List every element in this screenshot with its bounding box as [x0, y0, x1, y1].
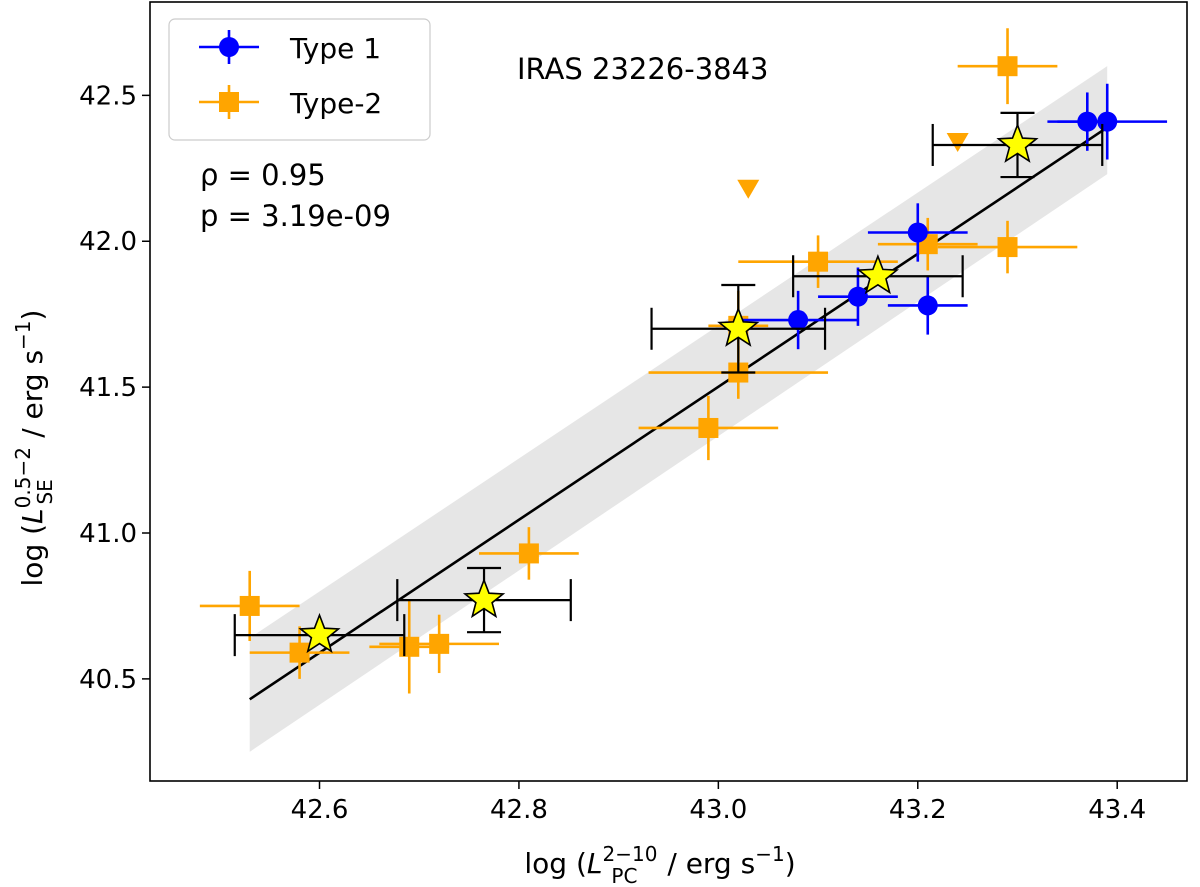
circle-point [738, 290, 858, 350]
square-marker [997, 237, 1018, 258]
upper-limit-triangle-point [737, 179, 760, 199]
p-value-annotation: p = 3.19e-09 [200, 199, 391, 233]
axis-label-part: log ( [16, 524, 49, 587]
axis-label-part: log ( [524, 847, 587, 880]
circle-marker [788, 310, 809, 331]
x-tick-label: 42.6 [291, 795, 349, 825]
y-axis-label: log (L0.5−2SE / erg s−1) [11, 310, 57, 587]
y-tick-label: 42.5 [79, 81, 137, 111]
square-marker [429, 633, 450, 654]
star-marker [996, 122, 1039, 163]
square-point [957, 28, 1058, 105]
axis-label-part: SE [33, 479, 57, 504]
binned-star-point [792, 254, 964, 298]
legend-square-marker [219, 92, 239, 112]
binned-star-point [650, 283, 827, 374]
axis-label-part: PC [611, 864, 637, 887]
y-tick-label: 41.5 [79, 373, 137, 403]
square-marker [289, 642, 310, 663]
square-point [638, 395, 779, 461]
legend-label-type2: Type-2 [289, 87, 382, 120]
star-marker [717, 306, 760, 347]
binned-star-point [233, 612, 406, 657]
axis-label-part: L [587, 847, 603, 880]
legend-circle-marker [219, 37, 239, 57]
axis-label-part: 2−10 [602, 842, 657, 866]
legend-label-type1: Type 1 [289, 32, 381, 65]
legend-markers [199, 30, 259, 119]
legend: Type 1 Type-2 [168, 18, 431, 141]
confidence-band-layer [249, 66, 1108, 752]
axis-label-part: −1 [755, 842, 784, 866]
upper-limit-triangle-point [946, 133, 969, 153]
circle-marker [917, 295, 938, 316]
x-tick-label: 43.4 [1088, 795, 1146, 825]
object-name-annotation: IRAS 23226-3843 [517, 52, 769, 86]
star-marker [298, 612, 341, 654]
circle-point [867, 203, 968, 262]
axis-label-part: ) [16, 310, 49, 321]
axis-ticks-layer: 42.6 42.8 43.0 43.2 43.4 40.5 41.0 41.5 42.0 42.5 [79, 81, 1146, 825]
x-tick-label: 43.0 [689, 795, 747, 825]
square-marker [239, 595, 260, 616]
fit-line-layer [248, 126, 1108, 701]
x-tick-label: 42.8 [490, 795, 548, 825]
y-tick-label: 40.5 [79, 665, 137, 695]
axis-label-part: 0.5−2 [11, 447, 35, 508]
x-tick-label: 43.2 [889, 795, 947, 825]
y-tick-label: 42.0 [79, 227, 137, 257]
star-marker [856, 254, 900, 295]
axis-label-part: −1 [11, 320, 35, 349]
binned-star-point [931, 111, 1104, 179]
x-axis-label: log (L2−10 PC / erg s−1) [524, 842, 795, 887]
axis-label-part: / erg s [16, 350, 49, 447]
binned-star-point [396, 566, 572, 634]
fit-line [248, 126, 1108, 701]
rho-annotation: ρ = 0.95 [200, 158, 326, 192]
square-marker [698, 417, 719, 438]
square-marker [997, 56, 1018, 77]
circle-marker [847, 286, 868, 307]
plot-frame [149, 1, 1188, 782]
axis-label-part: L [16, 508, 49, 524]
star-marker [462, 577, 506, 619]
square-point [738, 235, 898, 288]
square-point [937, 220, 1078, 274]
circle-marker [907, 222, 928, 243]
circle-point [887, 276, 968, 335]
data-points-layer [199, 28, 1168, 694]
circle-marker [1097, 111, 1118, 132]
square-marker [808, 251, 829, 272]
square-marker [399, 636, 420, 657]
square-marker [518, 543, 539, 564]
square-point [379, 614, 499, 674]
square-point [479, 527, 579, 580]
axis-label-part: / erg s [658, 847, 755, 880]
square-point [199, 570, 300, 641]
y-tick-label: 41.0 [79, 519, 137, 549]
axis-label-part: ) [785, 847, 796, 880]
confidence-band [249, 66, 1108, 752]
